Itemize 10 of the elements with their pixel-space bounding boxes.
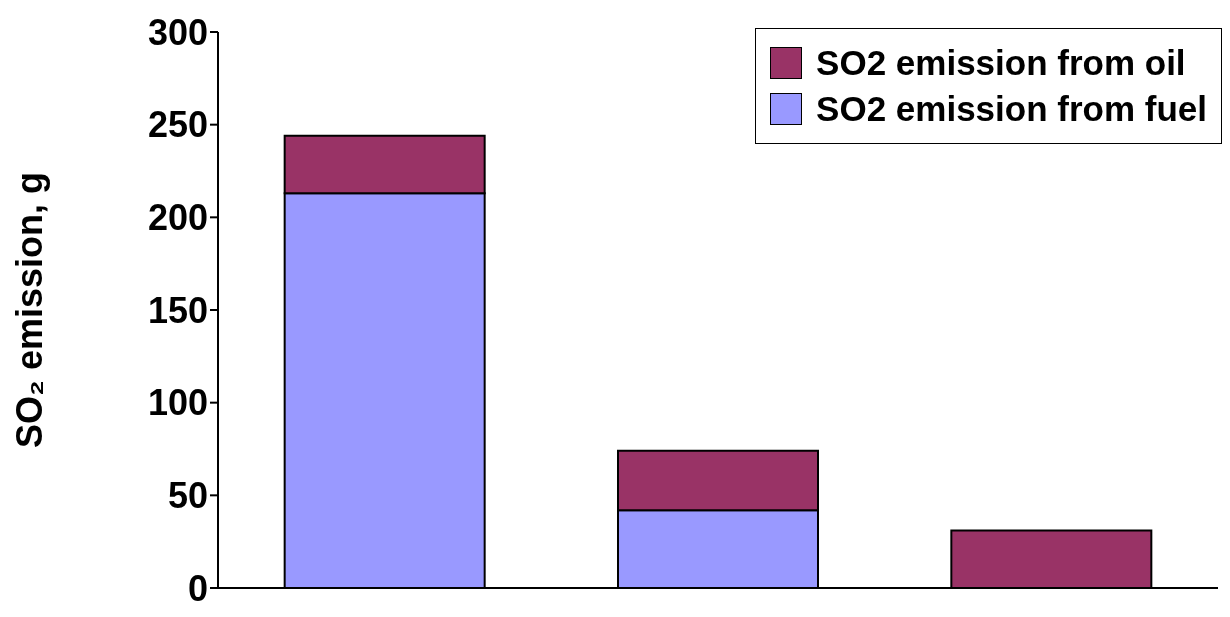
y-tick-label: 100 xyxy=(147,382,208,424)
y-tick-label: 300 xyxy=(147,11,208,53)
y-tick-label: 250 xyxy=(147,104,208,146)
y-tick-label: 200 xyxy=(147,197,208,239)
y-tick-label: 50 xyxy=(167,475,208,517)
legend-label: SO2 emission from fuel xyxy=(815,89,1207,129)
legend-label: SO2 emission from oil xyxy=(815,43,1187,83)
y-tick-label: 0 xyxy=(187,567,208,609)
y-tick-label: 150 xyxy=(147,289,208,331)
y-axis-title: SO₂ emission, g xyxy=(9,171,50,449)
